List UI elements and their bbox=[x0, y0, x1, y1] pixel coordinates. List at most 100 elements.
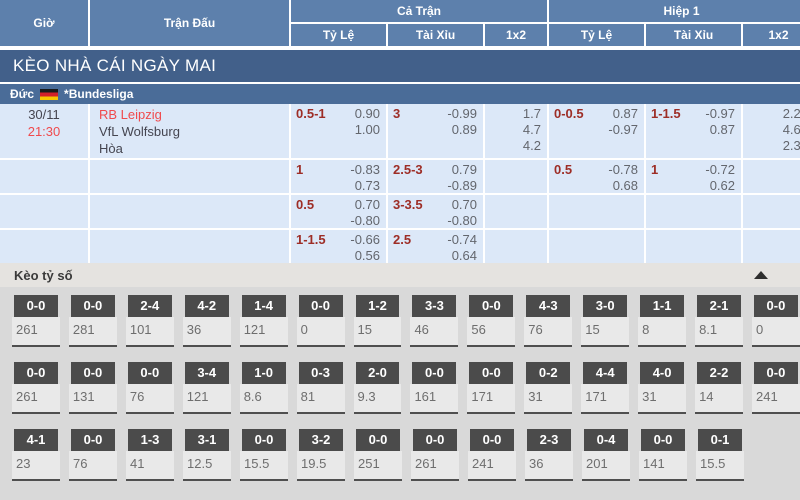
score-cell[interactable]: 0-0 251 bbox=[354, 429, 402, 481]
h1-1x2-cell[interactable]: 2.264.652.36 bbox=[743, 104, 800, 158]
ft-overunder-cell[interactable]: 3-3.5 0.70 -0.80 bbox=[388, 195, 483, 228]
score-cell[interactable]: 1-4 121 bbox=[239, 295, 288, 347]
score-label: 2-4 bbox=[127, 295, 172, 317]
score-cell[interactable]: 4-4 171 bbox=[581, 362, 630, 414]
score-cell[interactable]: 0-0 76 bbox=[125, 362, 174, 414]
home-team[interactable]: RB Leipzig bbox=[99, 107, 162, 122]
h1-overunder-cell[interactable]: 1-1.5 -0.97 0.87 bbox=[646, 104, 741, 158]
score-label: 0-0 bbox=[127, 362, 172, 384]
header-h1-overunder: Tài Xỉu bbox=[646, 24, 741, 46]
handicap-line: 1-1.5 bbox=[296, 232, 326, 247]
score-cell[interactable]: 0-0 141 bbox=[639, 429, 687, 481]
score-odds: 46 bbox=[410, 317, 459, 347]
odds-value: -0.89 bbox=[447, 178, 477, 193]
score-cell[interactable]: 0-0 56 bbox=[467, 295, 516, 347]
score-cell[interactable]: 1-0 8.6 bbox=[239, 362, 288, 414]
header-time-column: Giờ bbox=[0, 0, 88, 46]
h1-handicap-cell[interactable]: 0.5 -0.78 0.68 bbox=[549, 160, 644, 193]
score-label: 0-0 bbox=[70, 362, 115, 384]
ft-overunder-cell[interactable]: 3 -0.99 0.89 bbox=[388, 104, 483, 158]
score-cell[interactable]: 0-0 261 bbox=[12, 362, 60, 414]
score-label: 0-0 bbox=[71, 429, 115, 451]
score-cell[interactable]: 0-3 81 bbox=[296, 362, 345, 414]
score-cell[interactable]: 4-1 23 bbox=[12, 429, 60, 481]
score-cell[interactable]: 1-1 8 bbox=[638, 295, 687, 347]
score-odds: 36 bbox=[525, 451, 573, 481]
score-label: 1-1 bbox=[640, 295, 685, 317]
ft-handicap-cell[interactable]: 0.5-1 0.90 1.00 bbox=[291, 104, 386, 158]
score-label: 0-1 bbox=[698, 429, 742, 451]
odds-value: 0.68 bbox=[612, 178, 638, 193]
ft-overunder-cell[interactable]: 2.5 -0.74 0.64 bbox=[388, 230, 483, 263]
chevron-up-icon[interactable] bbox=[754, 271, 768, 279]
score-cell[interactable]: 4-2 36 bbox=[182, 295, 231, 347]
ft-handicap-cell[interactable]: 0.5 0.70 -0.80 bbox=[291, 195, 386, 228]
score-label: 1-3 bbox=[128, 429, 172, 451]
match-cell[interactable]: RB Leipzig VfL Wolfsburg Hòa bbox=[90, 104, 289, 158]
score-odds: 12.5 bbox=[183, 451, 231, 481]
score-label: 0-0 bbox=[469, 295, 514, 317]
score-label: 2-0 bbox=[355, 362, 400, 384]
score-odds: 261 bbox=[12, 317, 60, 347]
score-cell[interactable]: 0-0 241 bbox=[751, 362, 800, 414]
odds-value: 0.73 bbox=[354, 178, 380, 193]
ft-overunder-cell[interactable]: 2.5-3 0.79 -0.89 bbox=[388, 160, 483, 193]
score-cell[interactable]: 3-3 46 bbox=[410, 295, 459, 347]
score-cell[interactable]: 4-3 76 bbox=[524, 295, 573, 347]
handicap-line: 0-0.5 bbox=[554, 106, 584, 121]
score-cell[interactable]: 3-1 12.5 bbox=[183, 429, 231, 481]
h1-overunder-cell bbox=[646, 195, 741, 228]
odds-value: 4.7 bbox=[522, 122, 541, 137]
score-cell[interactable]: 3-4 121 bbox=[182, 362, 231, 414]
score-cell[interactable]: 0-0 241 bbox=[468, 429, 516, 481]
score-cell[interactable]: 2-1 8.1 bbox=[695, 295, 743, 347]
score-odds: 0 bbox=[751, 317, 800, 347]
away-team[interactable]: VfL Wolfsburg bbox=[99, 124, 180, 139]
h1-handicap-cell bbox=[549, 230, 644, 263]
score-cell[interactable]: 0-0 281 bbox=[68, 295, 117, 347]
score-cell[interactable]: 0-0 0 bbox=[751, 295, 800, 347]
score-label: 0-0 bbox=[14, 362, 58, 384]
h1-overunder-cell bbox=[646, 230, 741, 263]
ft-1x2-cell bbox=[485, 160, 547, 193]
match-cell bbox=[90, 195, 289, 228]
score-label: 4-1 bbox=[14, 429, 58, 451]
ft-handicap-cell[interactable]: 1 -0.83 0.73 bbox=[291, 160, 386, 193]
score-odds: 141 bbox=[639, 451, 687, 481]
score-cell[interactable]: 0-0 261 bbox=[12, 295, 60, 347]
score-cell[interactable]: 1-3 41 bbox=[126, 429, 174, 481]
score-label: 0-0 bbox=[356, 429, 400, 451]
score-cell[interactable]: 0-1 15.5 bbox=[696, 429, 744, 481]
score-cell[interactable]: 0-0 261 bbox=[411, 429, 459, 481]
score-odds: 8.1 bbox=[695, 317, 743, 347]
score-cell[interactable]: 3-2 19.5 bbox=[297, 429, 345, 481]
league-bar[interactable]: Đức *Bundesliga bbox=[0, 84, 800, 104]
score-cell[interactable]: 0-0 161 bbox=[410, 362, 459, 414]
score-cell[interactable]: 0-0 0 bbox=[296, 295, 345, 347]
ft-handicap-cell[interactable]: 1-1.5 -0.66 0.56 bbox=[291, 230, 386, 263]
score-cell[interactable]: 2-0 9.3 bbox=[353, 362, 402, 414]
h1-1x2-cell bbox=[743, 195, 800, 228]
score-cell[interactable]: 2-4 101 bbox=[125, 295, 174, 347]
score-cell[interactable]: 0-2 31 bbox=[524, 362, 573, 414]
score-cell[interactable]: 4-0 31 bbox=[638, 362, 687, 414]
h1-handicap-cell[interactable]: 0-0.5 0.87 -0.97 bbox=[549, 104, 644, 158]
score-cell[interactable]: 0-0 15.5 bbox=[240, 429, 288, 481]
score-cell[interactable]: 3-0 15 bbox=[581, 295, 630, 347]
score-cell[interactable]: 0-4 201 bbox=[582, 429, 630, 481]
score-cell[interactable]: 2-2 14 bbox=[695, 362, 743, 414]
score-label: 1-2 bbox=[355, 295, 400, 317]
header-h1-handicap: Tỷ Lệ bbox=[549, 24, 644, 46]
ft-1x2-cell[interactable]: 1.7 4.7 4.2 bbox=[485, 104, 547, 158]
score-cell[interactable]: 0-0 76 bbox=[69, 429, 117, 481]
correct-score-header[interactable]: Kèo tỷ số bbox=[0, 263, 800, 287]
score-cell[interactable]: 0-0 171 bbox=[467, 362, 516, 414]
score-odds: 14 bbox=[695, 384, 743, 414]
time-cell bbox=[0, 160, 88, 193]
score-odds: 121 bbox=[239, 317, 288, 347]
score-label: 0-0 bbox=[413, 429, 457, 451]
score-cell[interactable]: 2-3 36 bbox=[525, 429, 573, 481]
h1-overunder-cell[interactable]: 1 -0.72 0.62 bbox=[646, 160, 741, 193]
score-cell[interactable]: 0-0 131 bbox=[68, 362, 117, 414]
score-cell[interactable]: 1-2 15 bbox=[353, 295, 402, 347]
